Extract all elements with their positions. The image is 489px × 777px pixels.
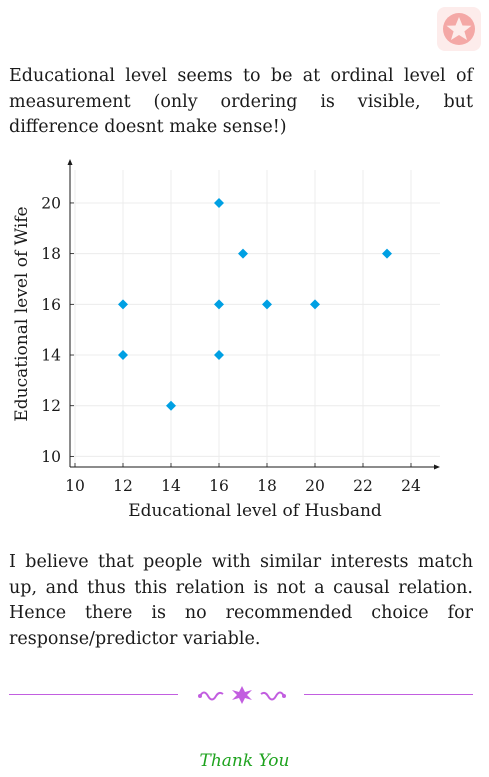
chart-axes (67, 159, 440, 470)
y-tick-label: 16 (41, 296, 61, 314)
x-tick-label: 20 (305, 477, 325, 495)
y-axis-label: Educational level of Wife (12, 206, 32, 421)
data-point (382, 248, 392, 259)
scatter-chart: 10 12 14 16 18 20 22 24 10 12 14 16 18 20 Educational… (12, 159, 440, 521)
x-tick-label: 24 (401, 477, 421, 495)
y-tick-label: 10 (41, 448, 61, 466)
x-tick-label: 10 (65, 477, 85, 495)
divider-line-right (304, 694, 473, 695)
x-tick-label: 18 (257, 477, 277, 495)
data-point (118, 350, 128, 361)
floral-ornament-icon (198, 686, 286, 704)
data-point (214, 299, 224, 310)
data-point (214, 197, 224, 208)
chart-grid (70, 170, 440, 467)
data-point (166, 400, 176, 411)
data-point (262, 299, 272, 310)
y-tick-label: 18 (41, 245, 61, 263)
divider-line-left (9, 694, 178, 695)
y-tick-label: 12 (41, 397, 61, 415)
closing-text: Thank You (199, 751, 290, 771)
x-tick-label: 14 (161, 477, 181, 495)
paragraph-measurement-level: Educational level seems to be at ordinal… (9, 66, 473, 137)
y-axis-arrow (67, 159, 73, 165)
paragraph-causal-relation: I believe that people with similar inter… (9, 552, 473, 649)
data-point (238, 248, 248, 259)
data-point (118, 299, 128, 310)
star-badge-icon (437, 7, 481, 51)
x-tick-label: 22 (353, 477, 373, 495)
x-axis-arrow (434, 464, 440, 470)
chart-points (118, 197, 392, 411)
x-tick-label: 12 (113, 477, 133, 495)
y-tick-label: 20 (41, 194, 61, 212)
chart-ticks: 10 12 14 16 18 20 22 24 10 12 14 16 18 20 (41, 194, 421, 495)
y-tick-label: 14 (41, 347, 61, 365)
x-tick-label: 16 (209, 477, 229, 495)
data-point (214, 350, 224, 361)
x-axis-label: Educational level of Husband (128, 501, 382, 521)
data-point (310, 299, 320, 310)
